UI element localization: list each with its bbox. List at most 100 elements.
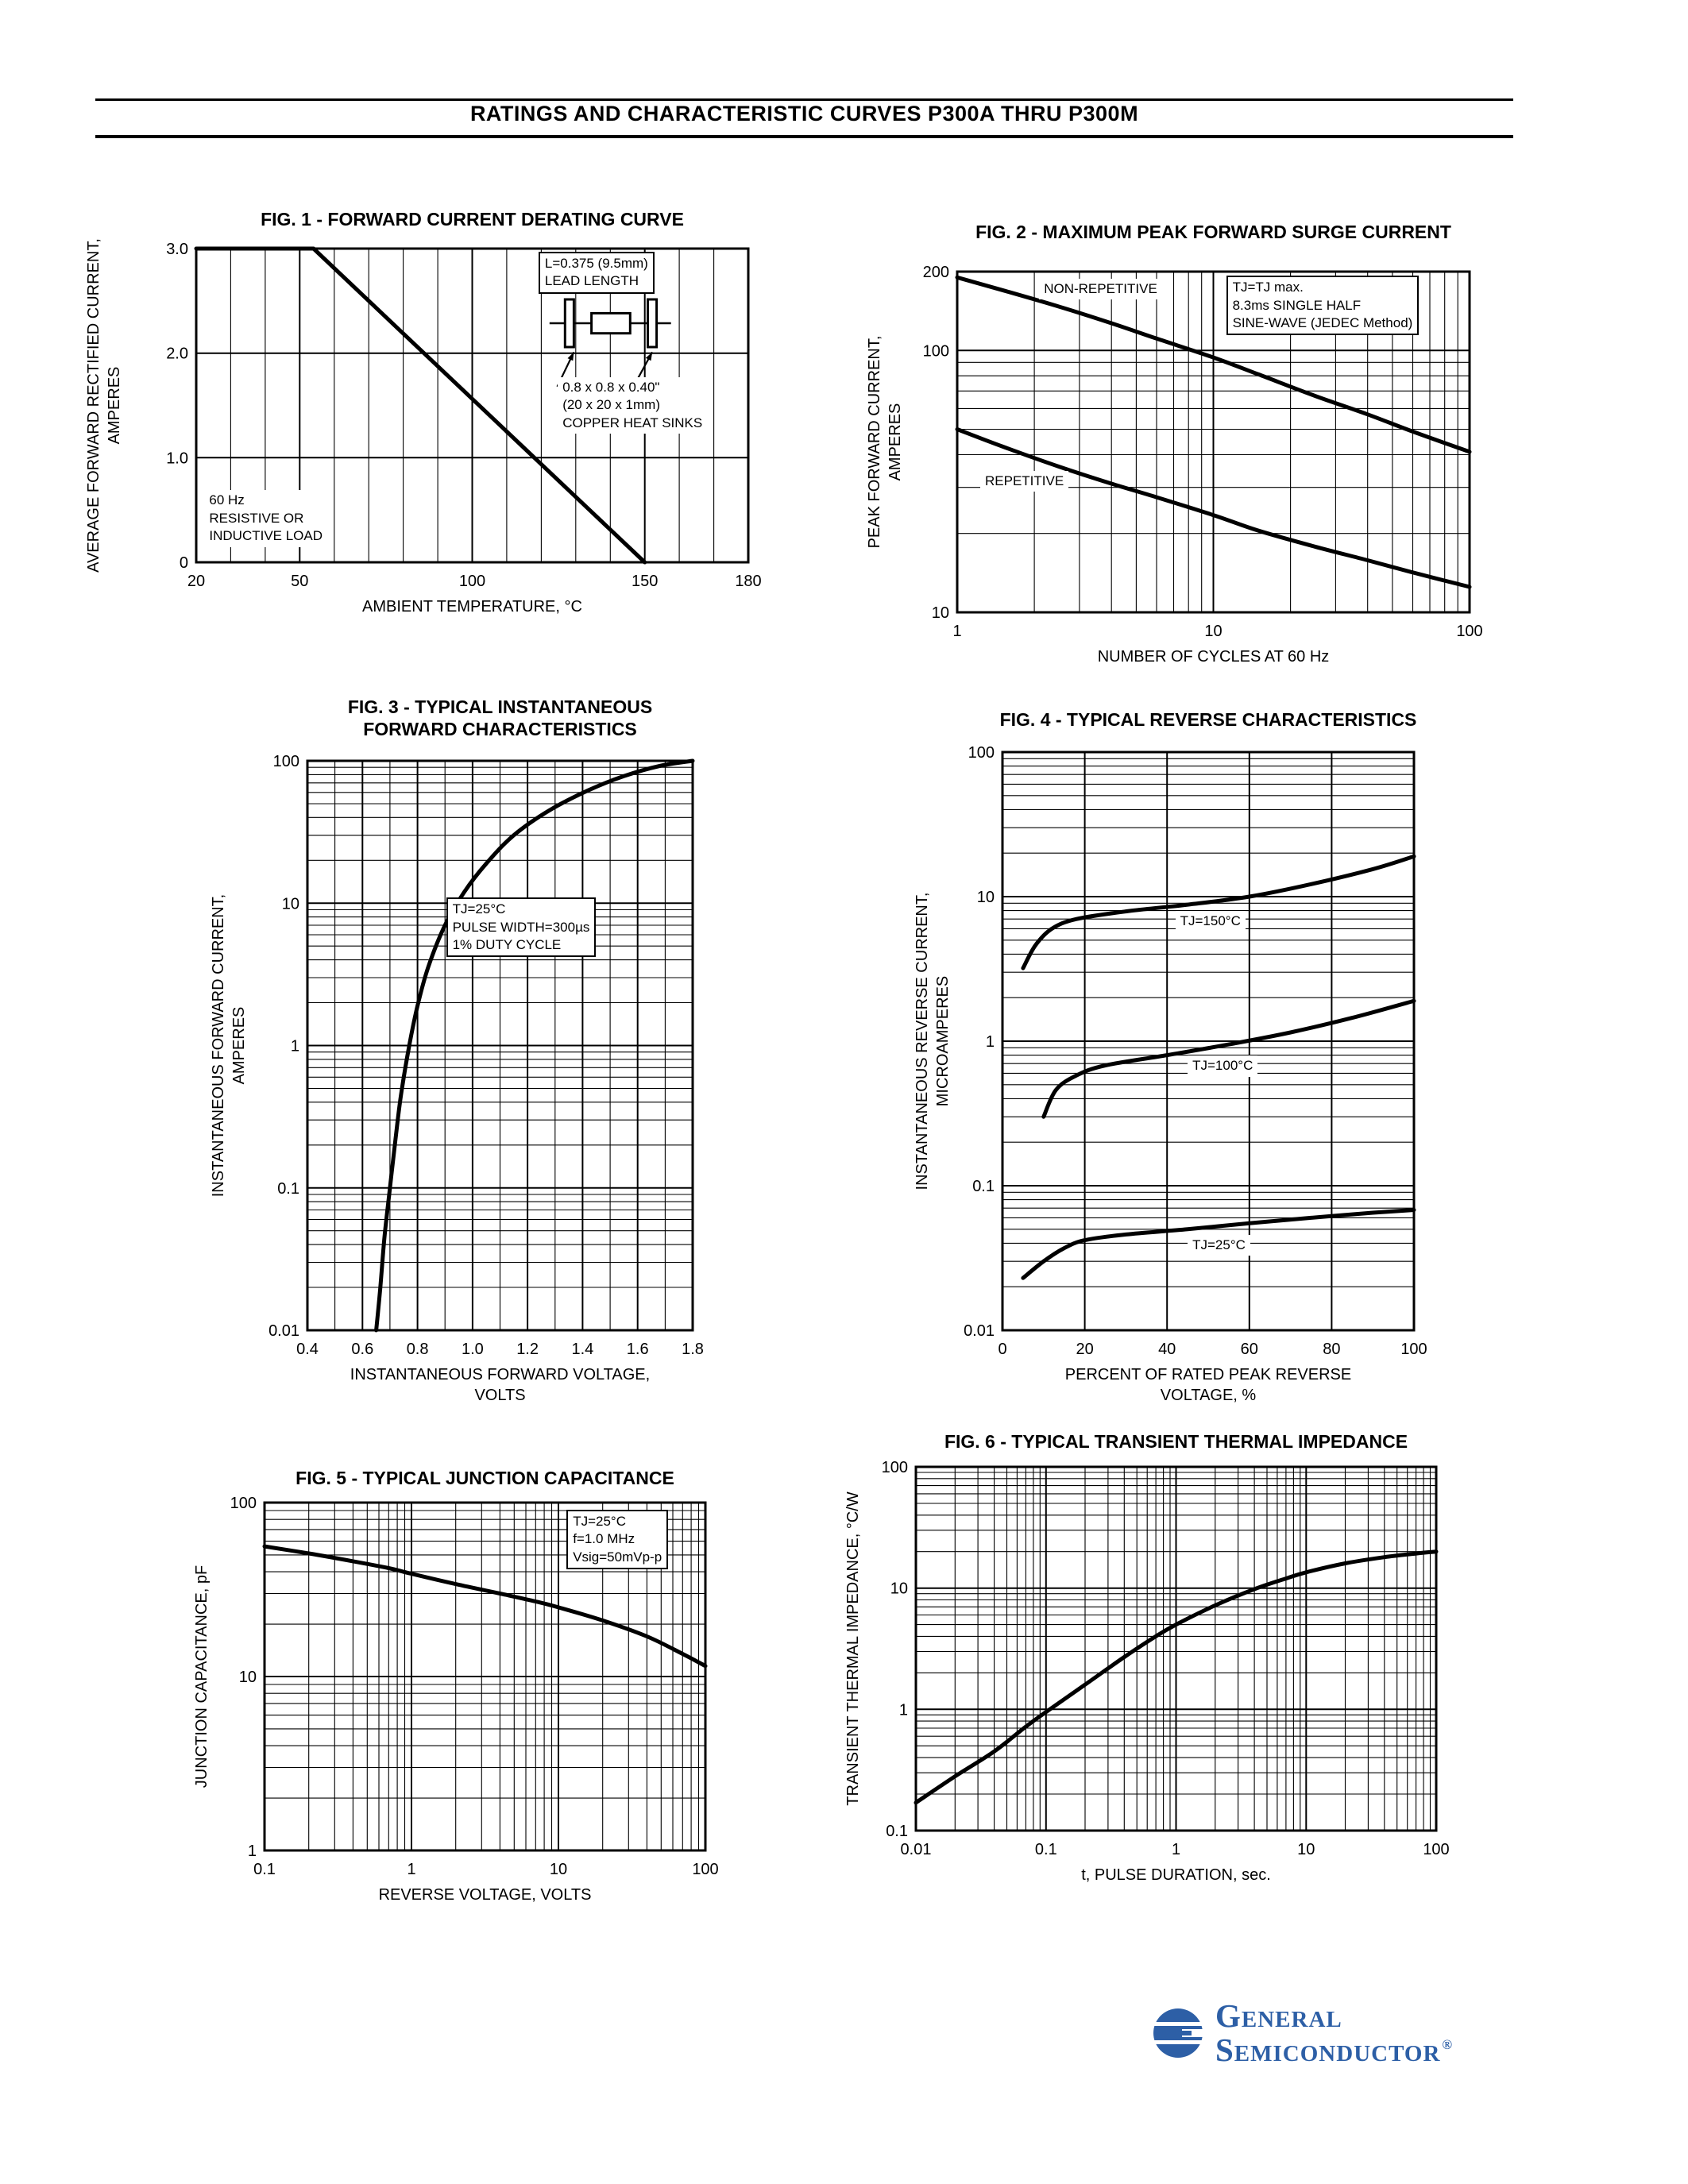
fig3-instantaneous-forward-characteristics-chart: 0.4 0.6 0.8 1.0 1.2 1.4 1.6 1.8 100 10 1 0.1 0.01 FIG… xyxy=(143,689,786,1436)
chart-title: FIG. 2 - MAXIMUM PEAK FORWARD SURGE CURR… xyxy=(975,222,1451,242)
x-tick-label: 1.8 xyxy=(682,1341,704,1358)
chart-title: FIG. 1 - FORWARD CURRENT DERATING CURVE xyxy=(261,209,684,230)
load-note: 60 Hz RESISTIVE OR INDUCTIVE LOAD xyxy=(204,490,328,547)
plot-border xyxy=(914,1465,1438,1832)
y-tick-label: 0.1 xyxy=(886,1823,908,1840)
registered-mark: ® xyxy=(1442,2037,1454,2053)
y-tick-label: 1.0 xyxy=(166,450,188,467)
fig1-forward-current-derating-chart: 20 50 100 150 180 0 1.0 2.0 3.0 FIG. 1 - FORWARD … xyxy=(48,197,810,658)
x-tick-label: 20 xyxy=(187,573,205,590)
y-axis-label: AVERAGE FORWARD RECTIFIED CURRENT, xyxy=(85,238,102,573)
forward-characteristic-curve xyxy=(374,758,695,1333)
non-repetitive-curve xyxy=(955,275,1472,454)
header-rule-bottom xyxy=(95,135,1513,138)
plot-border xyxy=(306,759,694,1332)
plot-border xyxy=(195,247,750,564)
x-tick-label: 180 xyxy=(735,573,761,590)
logo-word-semiconductor-text: Semiconductor xyxy=(1215,2032,1441,2068)
y-axis-label: MICROAMPERES xyxy=(934,976,952,1106)
x-tick-label: 100 xyxy=(692,1861,718,1878)
x-tick-label: 1 xyxy=(407,1861,415,1878)
junction-capacitance-curve xyxy=(262,1544,708,1669)
plot-border xyxy=(263,1501,707,1852)
page-title: RATINGS AND CHARACTERISTIC CURVES P300A … xyxy=(469,102,1139,125)
x-axis-label: VOLTS xyxy=(474,1387,525,1404)
capacitance-conditions-note: TJ=25°C f=1.0 MHz Vsig=50mVp-p xyxy=(566,1509,669,1570)
y-tick-label: 1 xyxy=(291,1038,299,1055)
y-tick-label: 10 xyxy=(977,889,995,906)
x-axis-label: VOLTAGE, % xyxy=(1161,1387,1257,1404)
fig5-typical-junction-capacitance-chart: 0.1 1 10 100 100 10 1 FIG. 5 - TYPICAL JUNCTION… xyxy=(119,1444,786,1952)
lead-length-note: L=0.375 (9.5mm) LEAD LENGTH xyxy=(538,252,655,294)
y-axis-label: JUNCTION CAPACITANCE, pF xyxy=(193,1565,211,1788)
x-axis-label: PERCENT OF RATED PEAK REVERSE xyxy=(1065,1366,1351,1383)
x-axis-label: REVERSE VOLTAGE, VOLTS xyxy=(379,1886,592,1904)
x-tick-label: 60 xyxy=(1241,1341,1258,1358)
x-tick-label: 1 xyxy=(952,623,961,640)
plot-border xyxy=(956,270,1471,614)
repetitive-label: REPETITIVE xyxy=(980,471,1069,492)
chart-title: FIG. 3 - TYPICAL INSTANTANEOUS xyxy=(348,696,652,717)
y-tick-label: 0.1 xyxy=(972,1178,995,1195)
heat-sink-diagram xyxy=(590,311,632,335)
repetitive-curve xyxy=(955,427,1472,589)
x-tick-label: 10 xyxy=(1297,1841,1315,1858)
x-tick-label: 1.6 xyxy=(627,1341,649,1358)
y-tick-label: 0 xyxy=(180,554,188,572)
x-tick-label: 1.4 xyxy=(571,1341,593,1358)
x-tick-label: 0 xyxy=(998,1341,1006,1358)
y-axis-label: PEAK FORWARD CURRENT, xyxy=(866,336,883,549)
logo-word-semiconductor: Semiconductor ® xyxy=(1215,2033,1453,2067)
tj-100-label: TJ=100°C xyxy=(1188,1055,1258,1077)
x-tick-label: 10 xyxy=(550,1861,567,1878)
heat-sink-diagram xyxy=(563,298,575,349)
x-tick-label: 50 xyxy=(291,573,308,590)
fig4-typical-reverse-characteristics-chart: 0 20 40 60 80 100 100 10 1 0.1 0.01 FIG. 4 - TYPICA… xyxy=(874,689,1509,1436)
y-tick-label: 1 xyxy=(248,1843,257,1860)
x-axis-label: t, PULSE DURATION, sec. xyxy=(1081,1866,1271,1884)
logo-word-general: General xyxy=(1215,1997,1342,2035)
x-tick-label: 0.1 xyxy=(253,1861,276,1878)
x-tick-label: 0.4 xyxy=(296,1341,319,1358)
surge-conditions-note: TJ=TJ max. 8.3ms SINGLE HALF SINE-WAVE (… xyxy=(1226,276,1420,336)
x-tick-label: 1 xyxy=(1172,1841,1180,1858)
y-axis-label: AMPERES xyxy=(230,1007,248,1085)
y-axis-label: INSTANTANEOUS FORWARD CURRENT, xyxy=(210,894,227,1198)
chart-title: FIG. 5 - TYPICAL JUNCTION CAPACITANCE xyxy=(295,1468,674,1488)
y-tick-label: 100 xyxy=(968,744,995,762)
y-tick-label: 1 xyxy=(986,1033,995,1051)
tj-100c-curve xyxy=(1041,998,1416,1119)
y-axis-label: TRANSIENT THERMAL IMPEDANCE, °C/W xyxy=(844,1491,862,1806)
y-tick-label: 0.01 xyxy=(964,1322,995,1340)
y-tick-label: 100 xyxy=(882,1459,908,1476)
x-tick-label: 1.0 xyxy=(462,1341,484,1358)
x-tick-label: 0.6 xyxy=(351,1341,373,1358)
y-tick-label: 100 xyxy=(923,342,949,360)
y-tick-label: 1 xyxy=(899,1701,908,1719)
heat-sink-diagram-arrowhead xyxy=(645,352,653,361)
x-axis-label: NUMBER OF CYCLES AT 60 Hz xyxy=(1098,648,1330,666)
y-axis-label: AMPERES xyxy=(886,403,904,481)
fig4-chart-canvas: 0 20 40 60 80 100 100 10 1 0.1 0.01 FIG. 4 - TYPICA… xyxy=(914,709,1427,1404)
y-tick-label: 0.1 xyxy=(277,1180,299,1198)
brand-logo: General Semiconductor ® xyxy=(1152,1989,1453,2077)
plot-border xyxy=(1001,751,1416,1332)
header-rule-top xyxy=(95,98,1513,101)
y-tick-label: 10 xyxy=(932,604,949,622)
y-tick-label: 3.0 xyxy=(166,241,188,258)
chart-title: FORWARD CHARACTERISTICS xyxy=(363,719,637,739)
y-tick-label: 10 xyxy=(239,1669,257,1686)
x-tick-label: 150 xyxy=(632,573,658,590)
x-tick-label: 10 xyxy=(1204,623,1222,640)
x-tick-label: 0.01 xyxy=(901,1841,932,1858)
general-semiconductor-logo-icon xyxy=(1152,2008,1204,2058)
x-tick-label: 0.8 xyxy=(407,1341,429,1358)
chart-title: FIG. 4 - TYPICAL REVERSE CHARACTERISTICS xyxy=(1000,709,1417,730)
x-axis-label: AMBIENT TEMPERATURE, °C xyxy=(362,598,582,615)
tj-150c-curve xyxy=(1021,854,1416,970)
x-tick-label: 40 xyxy=(1158,1341,1176,1358)
x-tick-label: 100 xyxy=(1400,1341,1427,1358)
x-tick-label: 0.1 xyxy=(1035,1841,1057,1858)
